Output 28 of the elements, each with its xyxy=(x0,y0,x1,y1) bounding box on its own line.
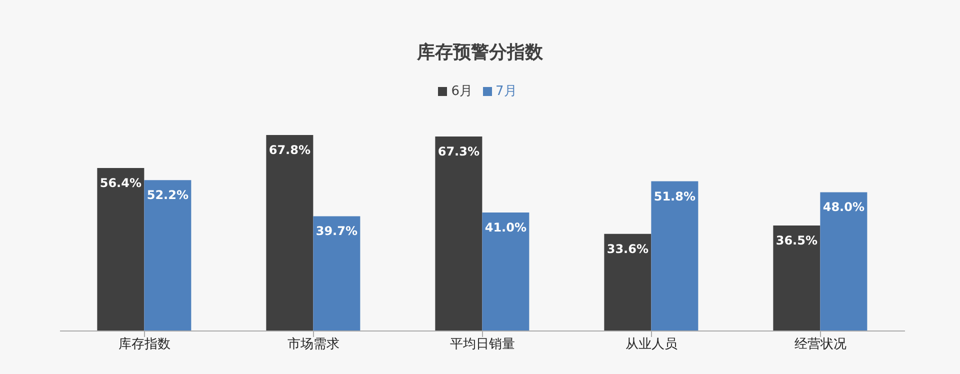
data-label: 52.2% xyxy=(146,188,188,202)
x-tick-label: 库存指数 xyxy=(118,337,170,352)
bar xyxy=(604,234,652,331)
chart-title: 库存预警分指数 xyxy=(416,41,544,64)
bar xyxy=(435,136,482,331)
bar xyxy=(313,216,360,331)
bar xyxy=(773,225,820,331)
data-label: 67.3% xyxy=(438,144,480,158)
bar xyxy=(97,168,144,331)
x-tick-label: 从业人员 xyxy=(626,337,678,352)
data-label: 33.6% xyxy=(606,242,648,256)
bar xyxy=(144,180,192,331)
bar xyxy=(651,181,698,331)
data-label: 56.4% xyxy=(100,176,142,190)
data-label: 48.0% xyxy=(822,200,864,214)
legend-label: 6月 xyxy=(451,84,472,99)
x-tick-label: 平均日销量 xyxy=(450,337,515,352)
data-label: 67.8% xyxy=(268,143,310,157)
data-label: 51.8% xyxy=(654,189,696,204)
data-label: 36.5% xyxy=(776,233,818,248)
bar xyxy=(266,135,314,331)
bar xyxy=(820,192,868,331)
x-tick-label: 经营状况 xyxy=(794,337,846,352)
data-label: 39.7% xyxy=(316,224,358,238)
legend-label: 7月 xyxy=(496,84,517,99)
x-tick-label: 市场需求 xyxy=(288,337,340,352)
bar xyxy=(482,212,530,331)
data-label: 41.0% xyxy=(484,220,526,234)
